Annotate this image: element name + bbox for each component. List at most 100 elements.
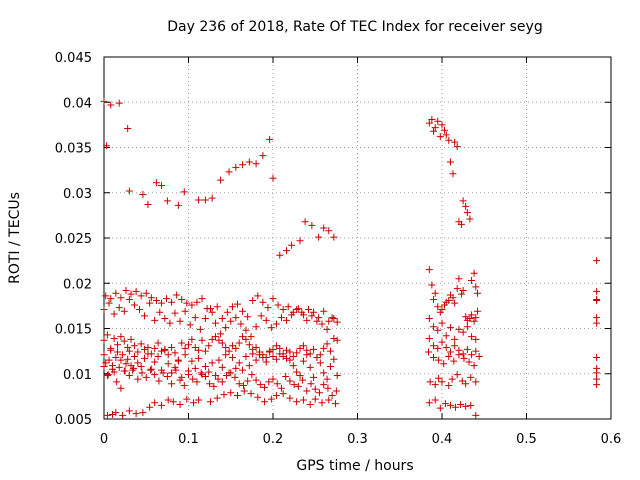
data-point	[146, 403, 154, 411]
data-point	[157, 401, 165, 409]
data-point	[107, 295, 115, 303]
data-point	[108, 410, 116, 418]
data-point	[475, 353, 483, 361]
data-point	[242, 353, 250, 361]
data-point	[117, 356, 125, 364]
data-point	[112, 353, 120, 361]
data-point	[306, 401, 314, 409]
data-point	[277, 314, 285, 322]
y-tick-label: 0.035	[55, 142, 92, 157]
data-point	[171, 309, 179, 317]
data-point	[237, 320, 245, 328]
data-point	[311, 385, 319, 393]
data-point	[102, 292, 110, 300]
data-point	[105, 356, 113, 364]
data-point	[183, 395, 191, 403]
data-point	[117, 384, 125, 392]
data-point	[445, 353, 453, 361]
y-axis: 0.005 0.01 0.015 0.02 0.025 0.03 0.035 0.04 0.04…	[55, 51, 611, 428]
data-point	[448, 375, 456, 383]
data-point	[132, 410, 140, 418]
data-point	[435, 356, 443, 364]
data-point	[107, 101, 115, 109]
data-point	[151, 358, 159, 366]
data-point	[303, 316, 311, 324]
data-point	[252, 344, 260, 352]
data-point	[430, 342, 438, 350]
data-point	[436, 404, 444, 412]
data-point	[310, 345, 318, 353]
data-point	[218, 363, 226, 371]
data-point	[318, 320, 326, 328]
data-point	[164, 351, 172, 359]
data-point	[289, 308, 297, 316]
data-point	[114, 348, 122, 356]
data-point	[284, 303, 292, 311]
data-point	[468, 351, 476, 359]
data-point	[441, 126, 449, 134]
data-point	[103, 142, 111, 150]
data-point	[254, 292, 262, 300]
data-point	[311, 395, 319, 403]
data-point	[222, 324, 230, 332]
data-point	[125, 407, 133, 415]
data-point	[442, 344, 450, 352]
data-point	[428, 115, 436, 123]
data-point	[323, 325, 331, 333]
data-point	[289, 353, 297, 361]
data-point	[288, 241, 296, 249]
data-point	[234, 391, 242, 399]
data-point	[445, 382, 453, 390]
x-tick-label: 0	[100, 432, 108, 447]
data-point	[191, 314, 199, 322]
data-point	[451, 335, 459, 343]
data-point	[470, 362, 478, 370]
data-point	[125, 372, 133, 380]
data-point	[134, 359, 142, 367]
data-point	[593, 353, 601, 361]
data-point	[163, 295, 171, 303]
data-point	[315, 389, 323, 397]
data-point	[430, 323, 438, 331]
data-point	[445, 136, 453, 144]
data-point	[132, 287, 140, 295]
data-point	[323, 375, 331, 383]
data-point	[197, 369, 205, 377]
data-point	[333, 336, 341, 344]
data-point	[247, 333, 255, 341]
data-point	[249, 296, 257, 304]
data-point	[212, 319, 220, 327]
data-point	[129, 366, 137, 374]
data-point	[212, 333, 220, 341]
data-point	[286, 356, 294, 364]
data-point	[330, 233, 338, 241]
data-point	[205, 368, 213, 376]
data-point	[325, 317, 333, 325]
data-point	[217, 176, 225, 184]
data-point	[137, 340, 145, 348]
data-point	[462, 402, 470, 410]
data-point	[159, 369, 167, 377]
data-point	[201, 196, 209, 204]
data-point	[113, 378, 121, 386]
data-point	[196, 325, 204, 333]
data-point	[139, 409, 147, 417]
data-point	[232, 314, 240, 322]
data-point	[273, 380, 281, 388]
data-point	[124, 344, 132, 352]
data-point	[332, 400, 340, 408]
data-point	[112, 289, 120, 297]
data-point	[239, 382, 247, 390]
data-point	[146, 366, 154, 374]
data-point	[201, 372, 209, 380]
data-point	[245, 341, 253, 349]
data-point	[259, 152, 267, 160]
data-point	[269, 345, 277, 353]
x-tick-label: 0.4	[432, 432, 453, 447]
data-point	[151, 344, 159, 352]
data-point	[434, 344, 442, 352]
data-point	[593, 257, 601, 265]
data-point	[213, 303, 221, 311]
data-point	[127, 335, 135, 343]
data-point	[157, 299, 165, 307]
